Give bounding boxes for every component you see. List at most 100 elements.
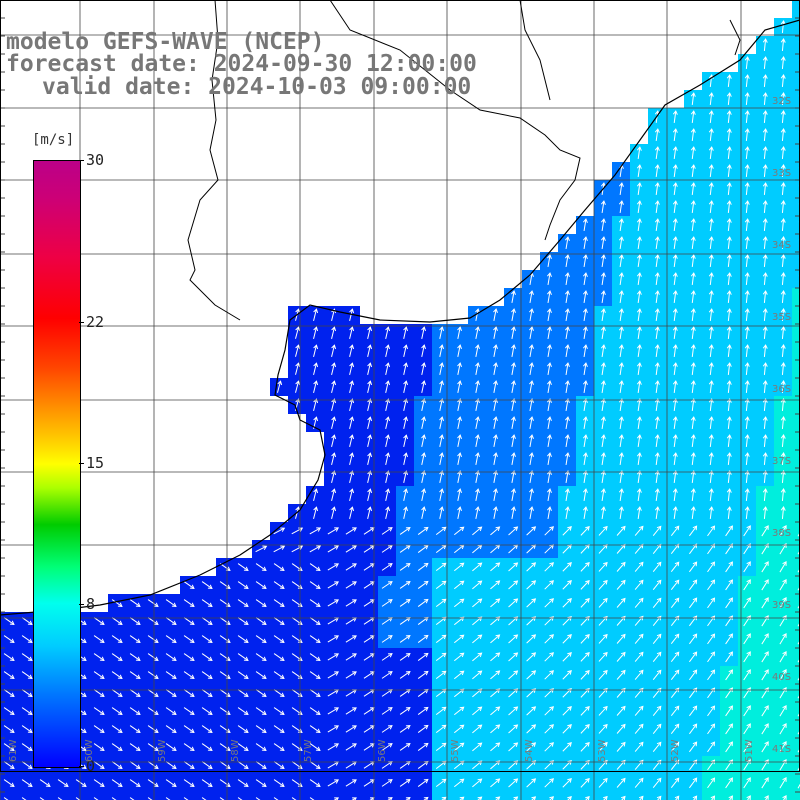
- wind-arrow-head: [672, 398, 678, 403]
- wind-arrow: [619, 218, 623, 232]
- wind-arrow-head: [243, 746, 249, 751]
- wind-arrow: [457, 435, 461, 447]
- wind-arrow: [601, 380, 605, 394]
- wind-arrow-head: [692, 777, 698, 783]
- wind-arrow: [763, 344, 767, 358]
- wind-arrow-head: [780, 128, 786, 133]
- wind-arrow-head: [297, 782, 303, 787]
- wind-arrow: [457, 399, 461, 411]
- wind-arrow: [165, 797, 171, 800]
- colorbar-tick-mark: [79, 463, 84, 464]
- wind-arrow-head: [439, 452, 445, 458]
- wind-arrow-head: [295, 326, 301, 332]
- wind-arrow: [781, 236, 785, 250]
- wind-cell: [792, 504, 800, 522]
- wind-arrow: [349, 435, 353, 447]
- wind-arrow-head: [297, 620, 303, 625]
- wind-arrow: [526, 670, 536, 680]
- wind-arrow-head: [117, 746, 123, 751]
- wind-arrow: [779, 723, 787, 735]
- wind-arrow: [490, 742, 500, 752]
- wind-cell: [18, 792, 36, 800]
- wind-arrow: [417, 617, 429, 625]
- wind-arrow-head: [692, 579, 698, 585]
- wind-arrow-head: [207, 602, 213, 607]
- wind-arrow-head: [261, 782, 267, 787]
- wind-arrow: [508, 652, 518, 662]
- wind-arrow-head: [367, 470, 373, 476]
- wind-arrow: [745, 506, 749, 520]
- wind-arrow-head: [780, 146, 786, 151]
- wind-arrow: [727, 272, 731, 286]
- wind-arrow: [333, 797, 339, 800]
- wind-arrow-head: [690, 344, 696, 349]
- wind-arrow: [745, 200, 749, 214]
- wind-arrow: [273, 527, 285, 535]
- wind-arrow-head: [708, 416, 714, 421]
- wind-arrow-head: [27, 674, 33, 679]
- wind-arrow: [562, 778, 572, 788]
- wind-arrow-head: [529, 326, 534, 332]
- wind-arrow-head: [618, 236, 624, 241]
- wind-arrow-head: [780, 344, 786, 349]
- wind-arrow-head: [513, 688, 519, 693]
- wind-arrow: [689, 561, 697, 573]
- wind-arrow-head: [261, 674, 267, 679]
- wind-arrow-head: [405, 634, 411, 640]
- wind-arrow: [781, 272, 785, 286]
- wind-cell: [648, 792, 666, 800]
- wind-arrow-head: [674, 741, 680, 747]
- wind-arrow: [490, 652, 500, 662]
- wind-arrow-head: [334, 671, 339, 676]
- wind-arrow: [313, 507, 317, 519]
- wind-arrow: [255, 725, 267, 733]
- colorbar-tick-label: 30: [86, 151, 105, 169]
- wind-arrow-head: [547, 488, 552, 493]
- wind-arrow: [691, 344, 695, 358]
- wind-arrow-head: [334, 635, 339, 640]
- wind-arrow: [529, 489, 533, 501]
- wind-arrow-head: [744, 74, 750, 79]
- wind-arrow-head: [744, 290, 750, 295]
- wind-arrow-head: [331, 380, 337, 386]
- wind-arrow-head: [764, 561, 769, 566]
- wind-arrow-head: [493, 488, 498, 494]
- wind-arrow: [165, 671, 177, 679]
- wind-arrow: [652, 742, 662, 752]
- wind-arrow-head: [349, 362, 355, 368]
- wind-arrow-head: [726, 488, 732, 493]
- wind-arrow: [399, 599, 411, 607]
- wind-arrow: [511, 471, 515, 483]
- wind-arrow-head: [603, 741, 608, 747]
- wind-arrow-head: [352, 599, 357, 604]
- wind-arrow: [129, 779, 141, 787]
- wind-arrow-head: [744, 182, 750, 187]
- wind-arrow-head: [618, 488, 624, 493]
- wind-arrow: [147, 797, 153, 800]
- wind-arrow: [421, 399, 425, 411]
- wind-arrow-head: [708, 398, 714, 403]
- wind-arrow: [403, 345, 407, 357]
- wind-arrow-head: [207, 746, 213, 751]
- wind-arrow: [508, 562, 518, 572]
- wind-arrow-head: [744, 56, 750, 61]
- wind-arrow: [403, 489, 407, 501]
- wind-arrow: [349, 345, 353, 357]
- wind-arrow: [475, 309, 479, 321]
- wind-arrow: [779, 561, 787, 573]
- wind-arrow: [309, 545, 321, 553]
- wind-arrow: [598, 652, 608, 662]
- wind-arrow-head: [762, 362, 768, 367]
- wind-arrow: [367, 381, 371, 393]
- wind-arrow: [472, 526, 482, 536]
- wind-arrow: [57, 779, 69, 787]
- wind-arrow: [673, 164, 677, 178]
- wind-arrow-head: [493, 344, 498, 350]
- wind-arrow: [273, 671, 285, 679]
- wind-arrow-head: [638, 723, 644, 729]
- wind-arrow-head: [405, 706, 411, 712]
- wind-arrow: [616, 742, 626, 752]
- wind-arrow: [727, 326, 731, 340]
- wind-arrow-head: [315, 602, 321, 607]
- wind-arrow: [490, 580, 500, 590]
